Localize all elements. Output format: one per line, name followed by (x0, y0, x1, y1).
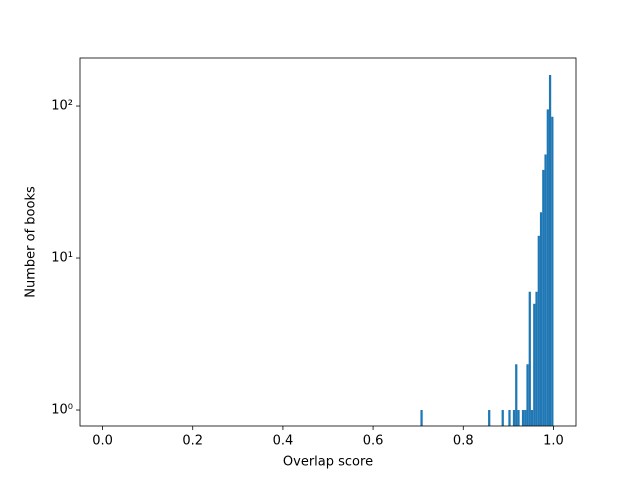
bar (539, 212, 543, 426)
bar (535, 291, 538, 426)
bar (524, 410, 527, 426)
bar (501, 410, 504, 426)
x-tick-label: 0.8 (453, 434, 474, 449)
bar (512, 410, 516, 426)
bar (548, 75, 552, 426)
y-tick-label: 10⁰ (51, 403, 73, 418)
bar (517, 410, 520, 426)
x-axis-label: Overlap score (283, 455, 373, 470)
bar (508, 410, 511, 426)
bar (533, 303, 536, 426)
x-tick-label: 0.2 (182, 434, 203, 449)
bar (528, 291, 531, 426)
bar (530, 410, 534, 426)
x-tick-label: 1.0 (543, 434, 564, 449)
bar (546, 109, 549, 427)
x-tick-label: 0.4 (273, 434, 294, 449)
y-axis-label: Number of books (24, 186, 39, 298)
bar (488, 410, 491, 426)
bar (537, 235, 540, 426)
y-tick-label: 10¹ (51, 251, 73, 266)
bar (544, 154, 547, 426)
bar (420, 410, 423, 426)
x-tick-label: 0.0 (92, 434, 113, 449)
bar (515, 364, 518, 426)
bar (526, 364, 529, 426)
bar (542, 169, 545, 426)
bar (521, 410, 525, 426)
x-tick-label: 0.6 (363, 434, 384, 449)
y-tick-label: 10² (51, 99, 73, 114)
bar (551, 116, 554, 427)
plot-frame (79, 57, 577, 427)
